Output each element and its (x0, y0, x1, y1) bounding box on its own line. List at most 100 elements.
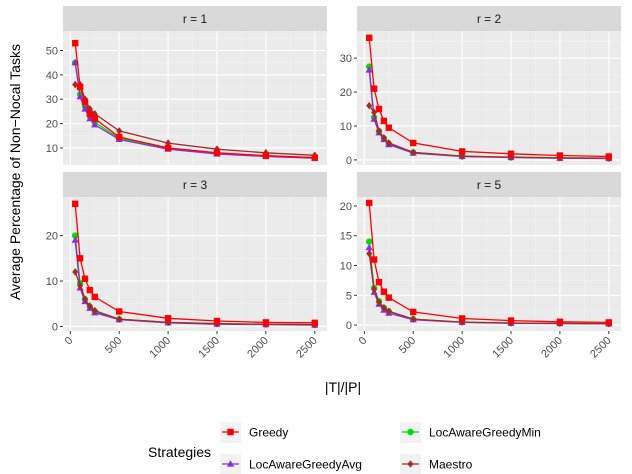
data-point (71, 236, 79, 243)
y-tick-label: 20 (46, 231, 58, 243)
series-line (368, 253, 609, 325)
data-point (91, 293, 98, 301)
data-point (82, 295, 88, 304)
series-line (368, 105, 609, 159)
x-tick-label: 1500 (196, 335, 222, 361)
series-greedy (72, 39, 318, 161)
facet-label: r = 1 (183, 12, 208, 26)
data-point (556, 318, 564, 325)
legend-key-marker (226, 460, 235, 467)
data-point (116, 315, 123, 323)
y-tick-label: 15 (340, 231, 352, 243)
legend: Strategies Greedy LocAwareGreedyAvg LocAwa… (148, 422, 541, 474)
data-point (375, 278, 383, 286)
data-point (366, 249, 373, 258)
data-point (86, 110, 94, 118)
series-line (368, 202, 609, 324)
legend-label: Greedy (249, 426, 288, 440)
data-point (370, 85, 378, 92)
data-point (380, 288, 388, 295)
panel-r-3: r = 3 0 10 20 0 500 1000 1500 2000 2500 (46, 172, 327, 360)
legend-label: LocAwareGreedyAvg (249, 458, 362, 472)
x-axis-title: |T|/|P| (325, 379, 361, 395)
series-greedy (366, 34, 612, 160)
y-tick-label: 20 (340, 87, 352, 99)
data-point (213, 317, 221, 325)
data-point (410, 315, 417, 323)
data-point (385, 124, 392, 131)
data-point (81, 275, 89, 282)
y-tick-label: 0 (52, 321, 58, 333)
data-point (380, 134, 387, 142)
y-tick-label: 20 (46, 119, 58, 131)
y-tick-label: 30 (46, 94, 58, 106)
panel-r-5: r = 5 0 5 10 15 20 0 500 1000 1500 2000 2500 (340, 172, 621, 360)
data-point (76, 92, 84, 100)
data-point (72, 80, 79, 89)
y-tick-label: 10 (340, 121, 352, 133)
legend-key-marker (227, 428, 234, 436)
data-point (385, 307, 392, 316)
data-point (410, 148, 417, 157)
x-tick-label: 1000 (147, 335, 173, 361)
data-point (86, 302, 93, 310)
data-point (366, 199, 373, 207)
series-maestro (72, 268, 318, 329)
data-point (311, 319, 318, 327)
plot-background (63, 31, 327, 165)
data-point (116, 127, 123, 135)
x-tick-label: 500 (103, 335, 124, 356)
data-point (605, 319, 612, 326)
y-tick-label: 30 (340, 53, 352, 65)
data-point (72, 200, 79, 208)
data-point (91, 306, 98, 315)
legend-item-locawaregreedymin: LocAwareGreedyMin (400, 422, 541, 443)
y-tick-label: 10 (46, 143, 58, 155)
data-point (385, 139, 392, 147)
data-point (213, 149, 221, 157)
x-tick-label: 500 (397, 335, 418, 356)
data-point (86, 286, 94, 294)
data-point (375, 105, 383, 113)
data-point (311, 154, 318, 161)
data-point (76, 255, 84, 262)
y-tick-label: 50 (46, 45, 58, 57)
y-tick-label: 10 (340, 260, 352, 272)
x-tick-label: 0 (357, 335, 370, 348)
data-point (91, 121, 99, 128)
legend-item-locawaregreedyavg: LocAwareGreedyAvg (220, 454, 362, 474)
data-point (366, 34, 373, 41)
series-line (75, 83, 315, 156)
series-line (368, 37, 609, 158)
data-point (376, 298, 382, 307)
legend-label: LocAwareGreedyMin (429, 426, 541, 440)
data-point (556, 152, 564, 159)
series-line (74, 203, 315, 324)
plot-background (357, 197, 621, 331)
data-point (458, 315, 466, 322)
data-point (459, 318, 466, 326)
data-point (385, 294, 392, 301)
y-tick-label: 0 (346, 320, 352, 332)
data-point (380, 117, 388, 125)
legend-title: Strategies (148, 444, 211, 460)
facet-strip (357, 172, 621, 197)
facet-label: r = 2 (477, 12, 502, 26)
x-tick-label: 1500 (490, 335, 516, 361)
x-tick-label: 0 (63, 335, 76, 348)
data-point (605, 153, 612, 160)
data-point (77, 281, 84, 290)
data-point (380, 303, 387, 312)
data-point (164, 315, 172, 322)
y-tick-label: 0 (346, 155, 352, 167)
data-point (366, 101, 373, 110)
data-point (91, 115, 98, 122)
data-point (116, 133, 123, 141)
data-point (72, 39, 79, 47)
data-point (81, 98, 89, 105)
y-tick-label: 5 (346, 290, 352, 302)
y-tick-label: 40 (46, 70, 58, 82)
data-point (507, 317, 515, 324)
